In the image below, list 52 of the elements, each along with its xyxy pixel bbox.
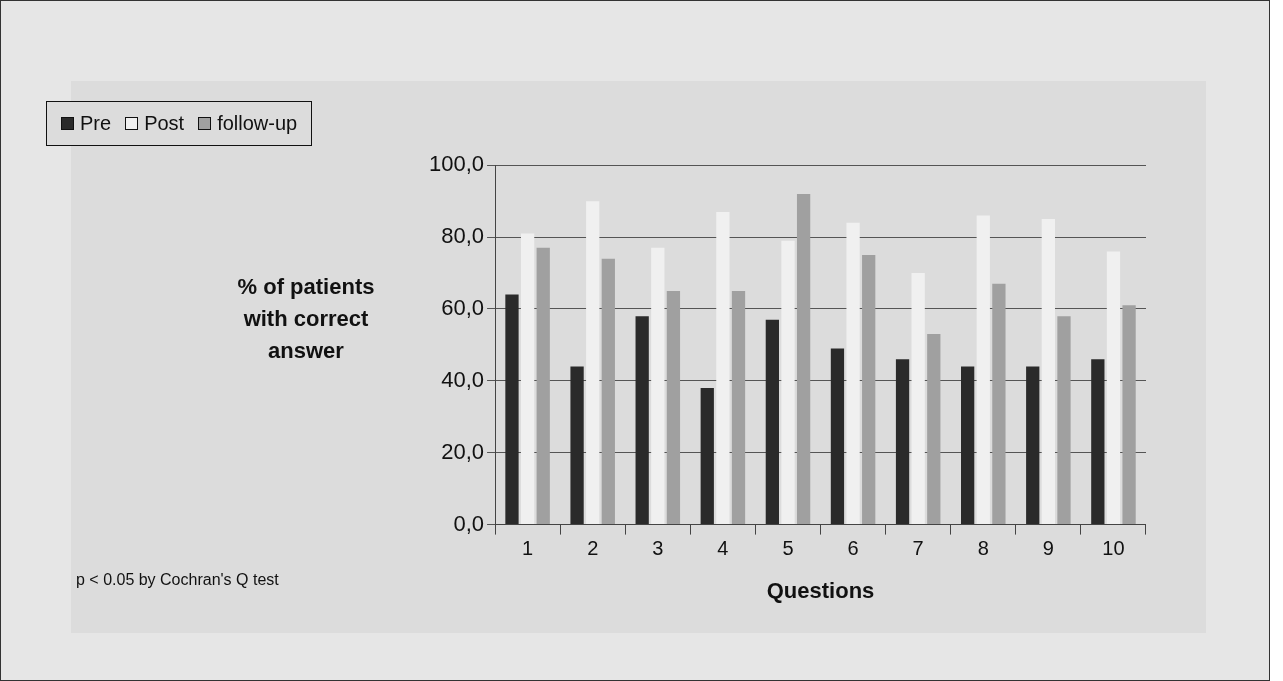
bar xyxy=(911,273,925,525)
y-tick-label: 100,0 xyxy=(428,151,485,177)
bar xyxy=(601,258,615,525)
bar xyxy=(992,283,1006,525)
bar xyxy=(895,359,910,525)
bar xyxy=(1122,305,1136,525)
bar xyxy=(716,211,730,525)
y-tick-label: 80,0 xyxy=(441,223,485,249)
x-tick-label: 2 xyxy=(587,537,599,560)
bar xyxy=(570,366,584,525)
x-tick-label: 10 xyxy=(1102,537,1125,560)
bar xyxy=(830,348,845,525)
bar xyxy=(961,366,975,525)
bar xyxy=(635,316,649,525)
bar xyxy=(651,247,665,525)
bar xyxy=(520,233,535,525)
bar xyxy=(1026,366,1040,525)
y-tick-label: 20,0 xyxy=(441,438,485,464)
y-tick-label: 60,0 xyxy=(441,295,485,321)
x-tick-label: 6 xyxy=(847,537,859,560)
y-tick-label: 0,0 xyxy=(453,510,485,536)
bar xyxy=(1041,219,1055,525)
x-tick-label: 8 xyxy=(977,537,989,560)
bar xyxy=(1057,316,1071,525)
x-tick-label: 7 xyxy=(912,537,924,560)
bar xyxy=(536,247,550,525)
bar xyxy=(927,334,941,525)
bar xyxy=(666,290,681,525)
x-tick-label: 4 xyxy=(717,537,729,560)
bar xyxy=(505,294,519,525)
x-tick-label: 5 xyxy=(782,537,794,560)
bar xyxy=(781,240,795,525)
bar xyxy=(1091,359,1105,525)
bar xyxy=(846,222,860,525)
bar xyxy=(796,193,811,525)
x-axis-title: Questions xyxy=(766,577,875,603)
y-axis-title: % of patients with correct answer xyxy=(236,273,376,365)
bar xyxy=(765,319,779,525)
legend-label: follow-up xyxy=(217,112,298,135)
x-tick-label: 3 xyxy=(652,537,664,560)
bar xyxy=(976,215,990,525)
bar xyxy=(862,255,876,525)
bar xyxy=(731,290,746,525)
bar xyxy=(1106,251,1121,525)
x-tick-label: 9 xyxy=(1042,537,1054,560)
bar xyxy=(586,201,600,525)
legend-label: Pre xyxy=(80,112,112,135)
bar xyxy=(700,388,714,525)
x-tick-label: 1 xyxy=(522,537,534,560)
legend-label: Post xyxy=(144,112,185,135)
y-tick-label: 40,0 xyxy=(441,366,485,392)
text: p < 0.05 by Cochran's Q test xyxy=(76,571,279,589)
